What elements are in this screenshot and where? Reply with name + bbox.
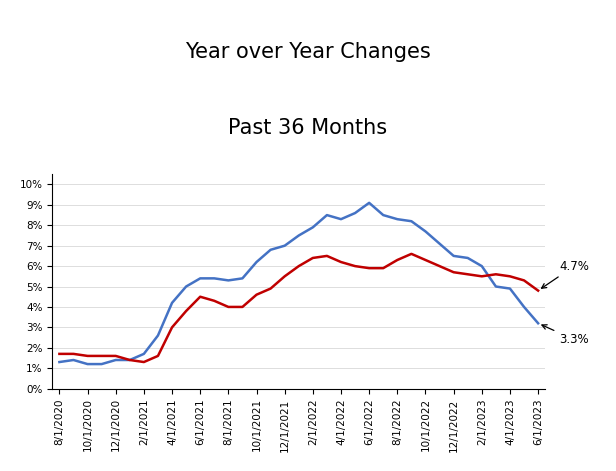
Text: 4.7%: 4.7% (541, 260, 589, 288)
Text: Past 36 Months: Past 36 Months (229, 118, 387, 138)
Text: 3.3%: 3.3% (542, 325, 589, 346)
Text: Year over Year Changes: Year over Year Changes (185, 42, 431, 62)
